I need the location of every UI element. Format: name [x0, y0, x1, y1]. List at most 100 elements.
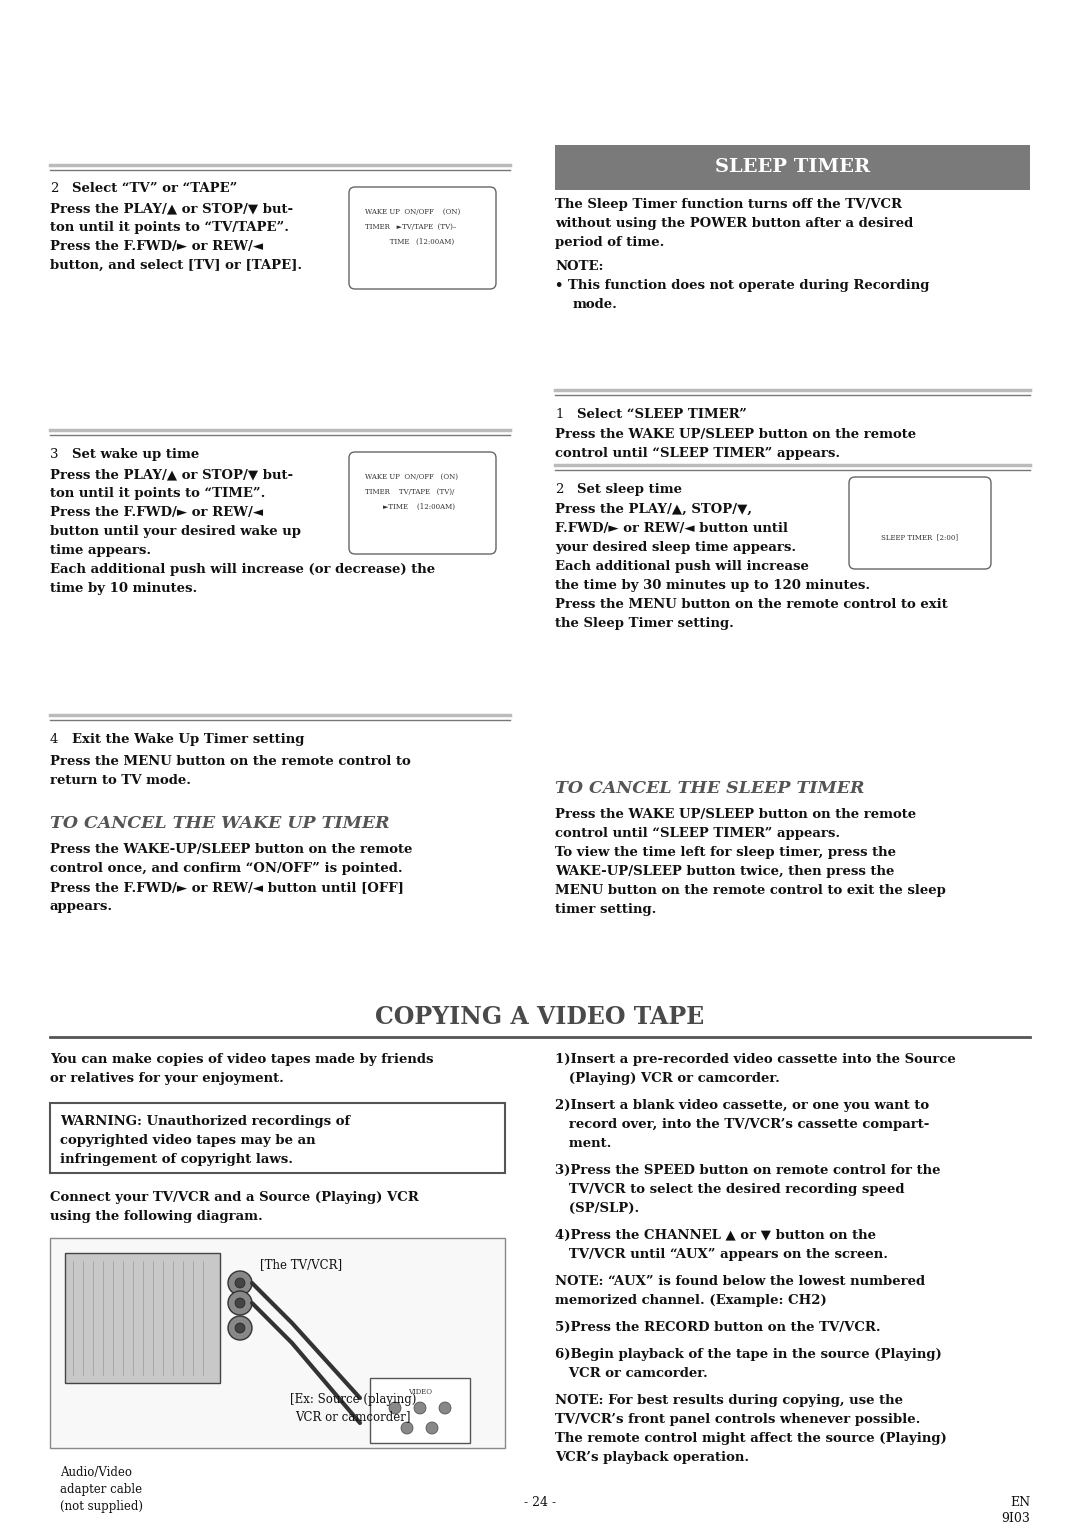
- Text: 1: 1: [555, 408, 564, 422]
- Text: Press the WAKE-UP/SLEEP button on the remote: Press the WAKE-UP/SLEEP button on the re…: [50, 843, 413, 856]
- Text: ►TIME    (12:00AM): ►TIME (12:00AM): [365, 503, 455, 510]
- Text: TIMER   ►TV/TAPE  (TV)–: TIMER ►TV/TAPE (TV)–: [365, 223, 457, 231]
- Text: Press the MENU button on the remote control to exit: Press the MENU button on the remote cont…: [555, 597, 948, 611]
- Text: infringement of copyright laws.: infringement of copyright laws.: [60, 1154, 293, 1166]
- Text: appears.: appears.: [50, 900, 113, 914]
- Text: Press the PLAY/▲, STOP/▼,: Press the PLAY/▲, STOP/▼,: [555, 503, 752, 516]
- Text: button until your desired wake up: button until your desired wake up: [50, 526, 301, 538]
- Text: Press the WAKE UP/SLEEP button on the remote: Press the WAKE UP/SLEEP button on the re…: [555, 808, 916, 821]
- Bar: [50, 1103, 505, 1174]
- Text: Press the F.FWD/► or REW/◄: Press the F.FWD/► or REW/◄: [50, 506, 264, 520]
- Text: Press the F.FWD/► or REW/◄: Press the F.FWD/► or REW/◄: [50, 240, 264, 254]
- Circle shape: [438, 1403, 451, 1413]
- Text: WARNING: Unauthorized recordings of: WARNING: Unauthorized recordings of: [60, 1115, 350, 1128]
- Text: VCR’s playback operation.: VCR’s playback operation.: [555, 1452, 750, 1464]
- Text: TO CANCEL THE SLEEP TIMER: TO CANCEL THE SLEEP TIMER: [555, 779, 864, 798]
- Text: NOTE: “AUX” is found below the lowest numbered: NOTE: “AUX” is found below the lowest nu…: [555, 1274, 926, 1288]
- Text: COPYING A VIDEO TAPE: COPYING A VIDEO TAPE: [376, 1005, 704, 1028]
- Text: period of time.: period of time.: [555, 235, 664, 249]
- Text: MENU button on the remote control to exit the sleep: MENU button on the remote control to exi…: [555, 885, 946, 897]
- Text: adapter cable: adapter cable: [60, 1484, 143, 1496]
- Text: 9I03: 9I03: [1001, 1513, 1030, 1525]
- Text: Each additional push will increase (or decrease) the: Each additional push will increase (or d…: [50, 562, 435, 576]
- Text: without using the POWER button after a desired: without using the POWER button after a d…: [555, 217, 914, 231]
- Text: the time by 30 minutes up to 120 minutes.: the time by 30 minutes up to 120 minutes…: [555, 579, 870, 591]
- Text: or relatives for your enjoyment.: or relatives for your enjoyment.: [50, 1073, 284, 1085]
- Text: 2: 2: [50, 182, 58, 196]
- Text: [Ex: Source (playing): [Ex: Source (playing): [291, 1394, 417, 1406]
- Text: EN: EN: [1010, 1496, 1030, 1510]
- Text: the Sleep Timer setting.: the Sleep Timer setting.: [555, 617, 734, 630]
- Text: ton until it points to “TIME”.: ton until it points to “TIME”.: [50, 487, 266, 500]
- Text: VCR or camcorder]: VCR or camcorder]: [295, 1410, 410, 1423]
- Text: Exit the Wake Up Timer setting: Exit the Wake Up Timer setting: [72, 733, 305, 746]
- Text: To view the time left for sleep timer, press the: To view the time left for sleep timer, p…: [555, 847, 896, 859]
- Circle shape: [235, 1277, 245, 1288]
- Text: using the following diagram.: using the following diagram.: [50, 1210, 262, 1222]
- Text: your desired sleep time appears.: your desired sleep time appears.: [555, 541, 796, 555]
- Text: Set sleep time: Set sleep time: [577, 483, 681, 497]
- Text: ment.: ment.: [555, 1137, 611, 1151]
- Text: button, and select [TV] or [TAPE].: button, and select [TV] or [TAPE].: [50, 260, 302, 272]
- Text: Select “SLEEP TIMER”: Select “SLEEP TIMER”: [577, 408, 747, 422]
- Text: return to TV mode.: return to TV mode.: [50, 775, 191, 787]
- Text: Press the PLAY/▲ or STOP/▼ but-: Press the PLAY/▲ or STOP/▼ but-: [50, 468, 293, 481]
- Text: 6)Begin playback of the tape in the source (Playing): 6)Begin playback of the tape in the sour…: [555, 1348, 942, 1361]
- Text: 2: 2: [555, 483, 564, 497]
- Text: control until “SLEEP TIMER” appears.: control until “SLEEP TIMER” appears.: [555, 448, 840, 460]
- Circle shape: [414, 1403, 426, 1413]
- Text: Press the PLAY/▲ or STOP/▼ but-: Press the PLAY/▲ or STOP/▼ but-: [50, 202, 293, 215]
- Text: ton until it points to “TV/TAPE”.: ton until it points to “TV/TAPE”.: [50, 222, 289, 234]
- Text: TV/VCR to select the desired recording speed: TV/VCR to select the desired recording s…: [555, 1183, 905, 1196]
- Text: [The TV/VCR]: [The TV/VCR]: [260, 1258, 342, 1271]
- Bar: [370, 1378, 470, 1442]
- Text: Select “TV” or “TAPE”: Select “TV” or “TAPE”: [72, 182, 238, 196]
- Text: Connect your TV/VCR and a Source (Playing) VCR: Connect your TV/VCR and a Source (Playin…: [50, 1190, 419, 1204]
- Text: TIMER    TV/TAPE   (TV)/: TIMER TV/TAPE (TV)/: [365, 487, 455, 497]
- Text: The Sleep Timer function turns off the TV/VCR: The Sleep Timer function turns off the T…: [555, 199, 902, 211]
- Text: Each additional push will increase: Each additional push will increase: [555, 559, 809, 573]
- Text: Press the F.FWD/► or REW/◄ button until [OFF]: Press the F.FWD/► or REW/◄ button until …: [50, 882, 404, 894]
- Text: You can make copies of video tapes made by friends: You can make copies of video tapes made …: [50, 1053, 433, 1067]
- Text: 4)Press the CHANNEL ▲ or ▼ button on the: 4)Press the CHANNEL ▲ or ▼ button on the: [555, 1229, 876, 1242]
- Text: SLEEP TIMER: SLEEP TIMER: [715, 159, 870, 177]
- Text: VCR or camcorder.: VCR or camcorder.: [555, 1368, 707, 1380]
- FancyBboxPatch shape: [349, 186, 496, 289]
- Circle shape: [228, 1316, 252, 1340]
- Text: control until “SLEEP TIMER” appears.: control until “SLEEP TIMER” appears.: [555, 827, 840, 840]
- Text: control once, and confirm “ON/OFF” is pointed.: control once, and confirm “ON/OFF” is po…: [50, 862, 403, 876]
- Text: 5)Press the RECORD button on the TV/VCR.: 5)Press the RECORD button on the TV/VCR.: [555, 1322, 880, 1334]
- Text: time appears.: time appears.: [50, 544, 151, 558]
- Text: Set wake up time: Set wake up time: [72, 448, 199, 461]
- Text: TV/VCR’s front panel controls whenever possible.: TV/VCR’s front panel controls whenever p…: [555, 1413, 920, 1426]
- Text: memorized channel. (Example: CH2): memorized channel. (Example: CH2): [555, 1294, 827, 1306]
- Text: (Playing) VCR or camcorder.: (Playing) VCR or camcorder.: [555, 1073, 780, 1085]
- Text: timer setting.: timer setting.: [555, 903, 657, 915]
- Circle shape: [389, 1403, 401, 1413]
- Text: - 24 -: - 24 -: [524, 1496, 556, 1510]
- Text: WAKE-UP/SLEEP button twice, then press the: WAKE-UP/SLEEP button twice, then press t…: [555, 865, 894, 879]
- Text: 1)Insert a pre-recorded video cassette into the Source: 1)Insert a pre-recorded video cassette i…: [555, 1053, 956, 1067]
- Text: TO CANCEL THE WAKE UP TIMER: TO CANCEL THE WAKE UP TIMER: [50, 814, 390, 833]
- FancyBboxPatch shape: [849, 477, 991, 568]
- Bar: [65, 1253, 220, 1383]
- Text: 3: 3: [50, 448, 58, 461]
- Text: TV/VCR until “AUX” appears on the screen.: TV/VCR until “AUX” appears on the screen…: [555, 1248, 888, 1261]
- Text: NOTE: For best results during copying, use the: NOTE: For best results during copying, u…: [555, 1394, 903, 1407]
- Bar: [50, 1238, 505, 1449]
- Text: mode.: mode.: [573, 298, 618, 312]
- Circle shape: [426, 1423, 438, 1433]
- Text: NOTE:: NOTE:: [555, 260, 604, 274]
- Bar: [555, 145, 1030, 189]
- Text: 3)Press the SPEED button on remote control for the: 3)Press the SPEED button on remote contr…: [555, 1164, 941, 1177]
- Circle shape: [401, 1423, 413, 1433]
- Text: record over, into the TV/VCR’s cassette compart-: record over, into the TV/VCR’s cassette …: [555, 1118, 930, 1131]
- Text: F.FWD/► or REW/◄ button until: F.FWD/► or REW/◄ button until: [555, 523, 788, 535]
- Text: copyrighted video tapes may be an: copyrighted video tapes may be an: [60, 1134, 315, 1148]
- Circle shape: [235, 1323, 245, 1332]
- Text: Press the MENU button on the remote control to: Press the MENU button on the remote cont…: [50, 755, 410, 769]
- Text: Press the WAKE UP/SLEEP button on the remote: Press the WAKE UP/SLEEP button on the re…: [555, 428, 916, 442]
- Text: TIME   (12:00AM): TIME (12:00AM): [365, 238, 454, 246]
- Text: 4: 4: [50, 733, 58, 746]
- Text: 2)Insert a blank video cassette, or one you want to: 2)Insert a blank video cassette, or one …: [555, 1099, 929, 1112]
